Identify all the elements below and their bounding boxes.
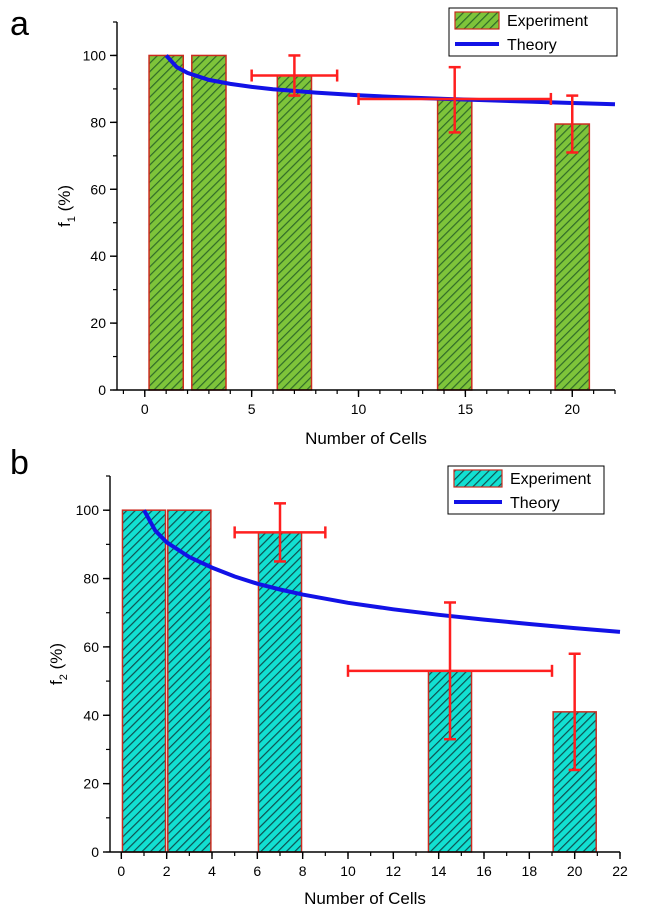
x-tick-label: 16 — [476, 863, 492, 879]
x-axis-title: Number of Cells — [305, 429, 427, 448]
y-axis-title-main: f — [55, 222, 74, 227]
legend: Experiment Theory — [448, 7, 618, 57]
y-tick-label: 20 — [83, 776, 99, 792]
y-tick-label: 0 — [91, 844, 99, 860]
chart-panel-a: a 0 5 10 15 20 0 20 40 60 80 100 Number of Cells f1 (… — [10, 5, 618, 448]
x-tick-label: 10 — [340, 863, 356, 879]
x-tick-label: 18 — [522, 863, 538, 879]
y-axis-title-subscript: 2 — [58, 674, 70, 680]
y-axis-title-unit: (%) — [55, 185, 74, 216]
x-tick-label: 6 — [253, 863, 261, 879]
bar-3 — [276, 74, 313, 391]
x-tick-label: 0 — [117, 863, 125, 879]
x-tick-label: 8 — [299, 863, 307, 879]
panel-label: a — [10, 5, 29, 43]
error-bar-1 — [233, 502, 327, 563]
y-tick-label: 60 — [83, 639, 99, 655]
y-tick-label: 60 — [90, 181, 106, 197]
x-tick-label: 20 — [564, 401, 580, 417]
panel-label: b — [10, 444, 29, 482]
x-tick-label: 20 — [567, 863, 583, 879]
y-tick-label: 40 — [83, 707, 99, 723]
chart-panel-b: b 0 2 4 6 8 10 12 14 16 18 20 22 0 20 40 60 80 100 Number o… — [10, 444, 628, 908]
x-tick-label: 22 — [612, 863, 628, 879]
x-tick-label: 15 — [458, 401, 474, 417]
error-bar-2 — [357, 65, 553, 134]
bar-1 — [148, 54, 185, 391]
error-bar-2 — [346, 601, 554, 741]
legend-label-theory: Theory — [510, 495, 560, 512]
x-axis-title: Number of Cells — [304, 889, 426, 908]
y-axis-title-unit: (%) — [47, 643, 66, 674]
bar-4 — [436, 98, 473, 391]
y-axis-title: f2 (%) — [47, 643, 70, 685]
theory-curve — [142, 509, 621, 634]
y-axis-title-subscript: 1 — [66, 216, 78, 222]
x-tick-label: 0 — [141, 401, 149, 417]
bar-5 — [554, 123, 591, 391]
legend-label-theory: Theory — [507, 37, 557, 54]
x-tick-label: 2 — [163, 863, 171, 879]
y-tick-label: 100 — [76, 502, 100, 518]
legend-swatch-experiment — [454, 11, 500, 30]
x-tick-label: 4 — [208, 863, 216, 879]
bar-2 — [167, 509, 212, 853]
legend-label-experiment: Experiment — [510, 471, 591, 488]
legend-label-experiment: Experiment — [507, 13, 588, 30]
error-bar-1 — [250, 54, 339, 97]
y-tick-label: 80 — [90, 114, 106, 130]
y-tick-label: 20 — [90, 315, 106, 331]
bar-1 — [121, 509, 167, 853]
legend: Experiment Theory — [447, 465, 605, 515]
bar-2 — [191, 54, 227, 391]
y-tick-label: 0 — [98, 382, 106, 398]
y-tick-label: 100 — [83, 47, 107, 63]
x-tick-label: 14 — [431, 863, 447, 879]
x-tick-label: 5 — [248, 401, 256, 417]
x-tick-label: 12 — [386, 863, 402, 879]
x-tick-label: 10 — [351, 401, 367, 417]
y-tick-label: 80 — [83, 571, 99, 587]
y-axis-title-main: f — [47, 680, 66, 685]
y-tick-label: 40 — [90, 248, 106, 264]
error-bar-3 — [568, 652, 581, 772]
error-bar-3 — [566, 94, 579, 154]
y-axis-title: f1 (%) — [55, 185, 78, 227]
legend-swatch-experiment — [453, 469, 503, 488]
bar-3 — [257, 531, 303, 853]
theory-curve — [164, 54, 616, 107]
